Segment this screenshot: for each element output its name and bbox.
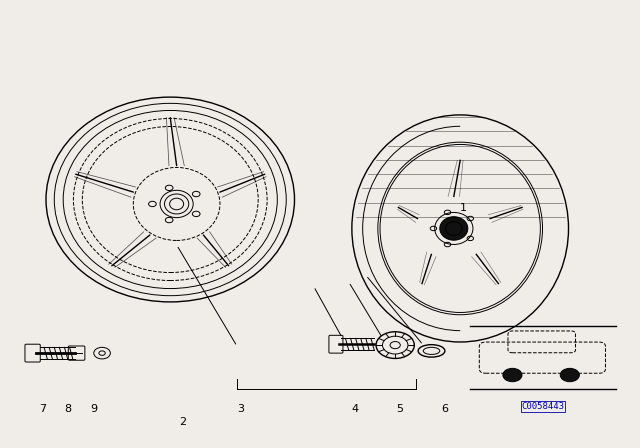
Text: C0058443: C0058443 (522, 402, 564, 411)
Text: 5: 5 (396, 404, 403, 414)
Text: 1: 1 (460, 203, 467, 213)
Text: 3: 3 (237, 404, 244, 414)
Text: 6: 6 (441, 404, 448, 414)
Text: 9: 9 (90, 404, 97, 414)
Text: 2: 2 (179, 417, 186, 427)
Text: 7: 7 (39, 404, 46, 414)
Circle shape (503, 368, 522, 382)
Text: 4: 4 (351, 404, 358, 414)
Ellipse shape (440, 217, 468, 240)
Circle shape (560, 368, 579, 382)
Text: 8: 8 (65, 404, 72, 414)
